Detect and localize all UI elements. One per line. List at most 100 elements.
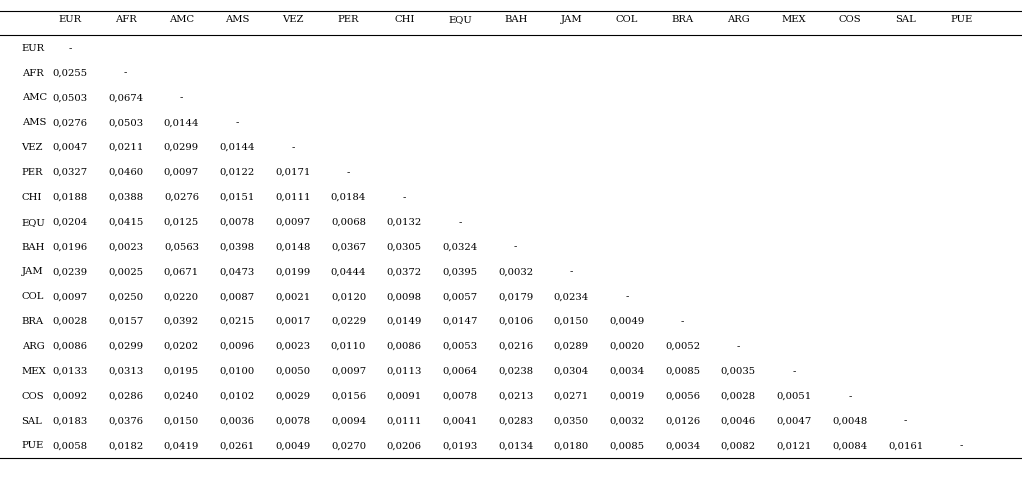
Text: 0,0064: 0,0064 bbox=[443, 367, 477, 376]
Text: BAH: BAH bbox=[504, 15, 527, 23]
Text: 0,0327: 0,0327 bbox=[52, 168, 88, 177]
Text: 0,0041: 0,0041 bbox=[443, 416, 477, 425]
Text: 0,0097: 0,0097 bbox=[164, 168, 199, 177]
Text: 0,0211: 0,0211 bbox=[108, 143, 143, 152]
Text: 0,0206: 0,0206 bbox=[386, 441, 422, 450]
Text: 0,0270: 0,0270 bbox=[331, 441, 366, 450]
Text: -: - bbox=[681, 317, 685, 326]
Text: -: - bbox=[180, 93, 183, 102]
Text: ARG: ARG bbox=[21, 342, 44, 351]
Text: 0,0100: 0,0100 bbox=[220, 367, 254, 376]
Text: 0,0239: 0,0239 bbox=[52, 267, 88, 276]
Text: 0,0304: 0,0304 bbox=[554, 367, 589, 376]
Text: 0,0046: 0,0046 bbox=[721, 416, 756, 425]
Text: 0,0058: 0,0058 bbox=[52, 441, 88, 450]
Text: 0,0204: 0,0204 bbox=[52, 217, 88, 227]
Text: -: - bbox=[792, 367, 796, 376]
Text: 0,0150: 0,0150 bbox=[164, 416, 199, 425]
Text: VEZ: VEZ bbox=[21, 143, 43, 152]
Text: COL: COL bbox=[616, 15, 638, 23]
Text: 0,0111: 0,0111 bbox=[275, 193, 311, 202]
Text: -: - bbox=[403, 193, 406, 202]
Text: 0,0068: 0,0068 bbox=[331, 217, 366, 227]
Text: EQU: EQU bbox=[21, 217, 45, 227]
Text: 0,0283: 0,0283 bbox=[498, 416, 533, 425]
Text: 0,0313: 0,0313 bbox=[108, 367, 143, 376]
Text: 0,0036: 0,0036 bbox=[220, 416, 254, 425]
Text: 0,0087: 0,0087 bbox=[220, 292, 254, 301]
Text: 0,0563: 0,0563 bbox=[164, 242, 199, 251]
Text: JAM: JAM bbox=[560, 15, 583, 23]
Text: 0,0184: 0,0184 bbox=[331, 193, 366, 202]
Text: 0,0398: 0,0398 bbox=[220, 242, 254, 251]
Text: 0,0032: 0,0032 bbox=[609, 416, 645, 425]
Text: 0,0106: 0,0106 bbox=[498, 317, 533, 326]
Text: 0,0195: 0,0195 bbox=[164, 367, 199, 376]
Text: 0,0276: 0,0276 bbox=[164, 193, 199, 202]
Text: 0,0098: 0,0098 bbox=[386, 292, 422, 301]
Text: 0,0503: 0,0503 bbox=[52, 93, 88, 102]
Text: COS: COS bbox=[21, 391, 44, 401]
Text: VEZ: VEZ bbox=[282, 15, 304, 23]
Text: SAL: SAL bbox=[21, 416, 42, 425]
Text: 0,0094: 0,0094 bbox=[331, 416, 366, 425]
Text: 0,0299: 0,0299 bbox=[164, 143, 199, 152]
Text: AFR: AFR bbox=[21, 68, 43, 77]
Text: 0,0202: 0,0202 bbox=[164, 342, 199, 351]
Text: 0,0156: 0,0156 bbox=[331, 391, 366, 401]
Text: BRA: BRA bbox=[21, 317, 44, 326]
Text: 0,0021: 0,0021 bbox=[275, 292, 311, 301]
Text: 0,0034: 0,0034 bbox=[665, 441, 700, 450]
Text: 0,0151: 0,0151 bbox=[220, 193, 254, 202]
Text: 0,0134: 0,0134 bbox=[498, 441, 533, 450]
Text: CHI: CHI bbox=[394, 15, 414, 23]
Text: 0,0092: 0,0092 bbox=[52, 391, 88, 401]
Text: -: - bbox=[346, 168, 351, 177]
Text: 0,0084: 0,0084 bbox=[832, 441, 868, 450]
Text: 0,0215: 0,0215 bbox=[220, 317, 254, 326]
Text: 0,0025: 0,0025 bbox=[108, 267, 143, 276]
Text: -: - bbox=[291, 143, 294, 152]
Text: 0,0149: 0,0149 bbox=[386, 317, 422, 326]
Text: 0,0388: 0,0388 bbox=[108, 193, 143, 202]
Text: -: - bbox=[235, 118, 239, 127]
Text: 0,0199: 0,0199 bbox=[275, 267, 311, 276]
Text: 0,0047: 0,0047 bbox=[52, 143, 88, 152]
Text: -: - bbox=[737, 342, 740, 351]
Text: -: - bbox=[625, 292, 629, 301]
Text: 0,0097: 0,0097 bbox=[52, 292, 88, 301]
Text: 0,0091: 0,0091 bbox=[386, 391, 422, 401]
Text: 0,0085: 0,0085 bbox=[609, 441, 645, 450]
Text: 0,0028: 0,0028 bbox=[52, 317, 88, 326]
Text: -: - bbox=[514, 242, 517, 251]
Text: 0,0350: 0,0350 bbox=[554, 416, 589, 425]
Text: 0,0182: 0,0182 bbox=[108, 441, 143, 450]
Text: 0,0180: 0,0180 bbox=[554, 441, 589, 450]
Text: 0,0367: 0,0367 bbox=[331, 242, 366, 251]
Text: AMS: AMS bbox=[21, 118, 46, 127]
Text: PUE: PUE bbox=[21, 441, 44, 450]
Text: 0,0271: 0,0271 bbox=[554, 391, 589, 401]
Text: 0,0193: 0,0193 bbox=[443, 441, 477, 450]
Text: 0,0179: 0,0179 bbox=[498, 292, 533, 301]
Text: 0,0392: 0,0392 bbox=[164, 317, 199, 326]
Text: 0,0473: 0,0473 bbox=[220, 267, 254, 276]
Text: 0,0035: 0,0035 bbox=[721, 367, 756, 376]
Text: 0,0671: 0,0671 bbox=[164, 267, 199, 276]
Text: 0,0110: 0,0110 bbox=[331, 342, 366, 351]
Text: EQU: EQU bbox=[448, 15, 472, 23]
Text: 0,0324: 0,0324 bbox=[443, 242, 477, 251]
Text: 0,0188: 0,0188 bbox=[52, 193, 88, 202]
Text: PUE: PUE bbox=[950, 15, 972, 23]
Text: 0,0053: 0,0053 bbox=[443, 342, 477, 351]
Text: 0,0023: 0,0023 bbox=[108, 242, 143, 251]
Text: COS: COS bbox=[838, 15, 862, 23]
Text: 0,0086: 0,0086 bbox=[52, 342, 88, 351]
Text: 0,0111: 0,0111 bbox=[386, 416, 422, 425]
Text: 0,0078: 0,0078 bbox=[443, 391, 477, 401]
Text: 0,0415: 0,0415 bbox=[108, 217, 143, 227]
Text: 0,0085: 0,0085 bbox=[665, 367, 700, 376]
Text: 0,0020: 0,0020 bbox=[609, 342, 645, 351]
Text: 0,0276: 0,0276 bbox=[52, 118, 88, 127]
Text: 0,0238: 0,0238 bbox=[498, 367, 533, 376]
